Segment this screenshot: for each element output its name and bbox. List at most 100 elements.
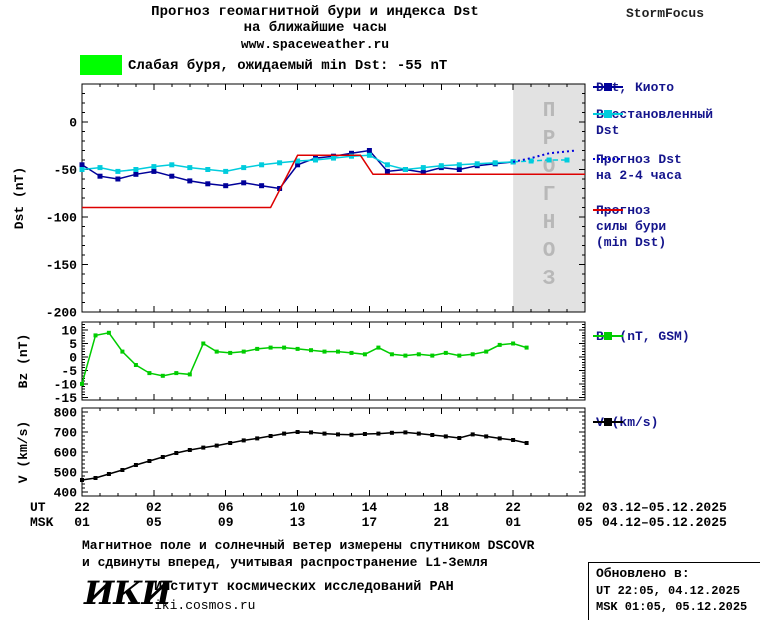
- forecast-region: [513, 84, 585, 312]
- legend-item: Восстановленный Dst: [592, 107, 760, 139]
- legend-item: Прогноз силы бури (min Dst): [592, 203, 760, 251]
- legend-item-label: Bz (nT, GSM): [596, 329, 690, 344]
- iki-site-link[interactable]: iki.cosmos.ru: [154, 598, 256, 613]
- y-tick-label: 10: [61, 324, 77, 339]
- plot-frame: [81, 321, 586, 401]
- storm-level-color-swatch: [80, 55, 122, 75]
- brand-stormfocus: StormFocus: [626, 6, 705, 21]
- main-chart-legend: Dst, Киото Восстановленный Dst Прогноз Dst н…: [592, 80, 760, 251]
- x-tick-label: 09: [217, 515, 234, 530]
- legend-item: V (km/s): [592, 415, 760, 431]
- x-tick-label: 17: [361, 515, 378, 530]
- x-tick-label: 10: [289, 500, 306, 515]
- updated-msk: MSK 01:05, 05.12.2025: [596, 600, 748, 614]
- y-tick-label: 0: [69, 116, 77, 131]
- legend-item: Dst, Киото: [592, 80, 760, 96]
- forecast-region-label: О: [543, 240, 556, 263]
- y-tick-label: -10: [54, 377, 78, 392]
- x-ticks: [81, 84, 586, 312]
- x-tick-label: 13: [289, 515, 306, 530]
- title-line2: на ближайшие часы: [243, 20, 387, 36]
- legend-marker-icon: [593, 83, 623, 91]
- series-dst: [512, 149, 577, 163]
- y-tick-label: -5: [61, 364, 77, 379]
- x-tick-label: 14: [361, 500, 378, 515]
- plot-frame: [81, 407, 586, 497]
- v-axis-label: V (km/s): [16, 420, 31, 484]
- title-line1: Прогноз геомагнитной бури и индекса Dst: [151, 4, 479, 20]
- legend-item-label: Прогноз силы бури (min Dst): [596, 203, 667, 250]
- updated-ut: UT 22:05, 04.12.2025: [596, 584, 741, 598]
- y-tick-label: -15: [54, 391, 78, 404]
- y-ticks: [82, 93, 585, 313]
- spaceweather-link[interactable]: www.spaceweather.ru: [240, 37, 390, 52]
- series-v: [81, 431, 527, 481]
- y-tick-label: 5: [69, 337, 77, 352]
- series-dst: [82, 154, 585, 209]
- forecast-region-label: Н: [543, 212, 556, 235]
- y-tick-label: 700: [54, 426, 78, 441]
- x-tick-label: 01: [74, 515, 90, 530]
- series-markers: [79, 152, 516, 174]
- x-tick-label: 05: [577, 515, 593, 530]
- msk-date-range: 04.12–05.12.2025: [602, 515, 727, 530]
- legend-marker-icon: [593, 110, 623, 118]
- x-tick-label: 22: [505, 500, 521, 515]
- x-tick-label: 18: [433, 500, 450, 515]
- series-bz: [81, 331, 527, 385]
- x-tick-label: 01: [505, 515, 521, 530]
- legend-marker-icon: [593, 418, 623, 426]
- y-tick-label: -100: [46, 211, 77, 226]
- series-markers: [80, 330, 529, 386]
- page-title: Прогноз геомагнитной бури и индекса Dst …: [30, 4, 600, 52]
- x-ticks: [81, 322, 586, 400]
- msk-row-label: MSK: [30, 515, 54, 530]
- y-tick-label: 400: [54, 486, 78, 501]
- x-tick-label: 02: [146, 500, 162, 515]
- bz-legend: Bz (nT, GSM): [592, 329, 760, 345]
- storm-alert-text: Слабая буря, ожидаемый min Dst: -55 nT: [128, 58, 448, 74]
- y-tick-label: -50: [54, 163, 78, 178]
- updated-title: Обновлено в:: [596, 566, 690, 581]
- legend-marker-icon: [593, 332, 623, 340]
- forecast-region-label: Г: [543, 184, 556, 207]
- updated-divider-vertical: [588, 562, 589, 620]
- footnote-line2: и сдвинуты вперед, учитывая распростране…: [82, 555, 488, 570]
- x-tick-label: 22: [74, 500, 90, 515]
- y-ticks: [82, 411, 585, 493]
- forecast-region-label: П: [543, 100, 556, 123]
- series-markers: [79, 148, 516, 191]
- ut-date-range: 03.12–05.12.2025: [602, 500, 727, 515]
- legend-item-label: Восстановленный Dst: [596, 107, 714, 138]
- legend-marker-icon: [593, 209, 623, 211]
- plot-frame: [81, 83, 586, 313]
- y-tick-label: 500: [54, 466, 78, 481]
- y-ticks: [82, 324, 585, 398]
- institute-name: Институт космических исследований РАН: [154, 580, 454, 595]
- y-tick-label: 800: [54, 406, 78, 421]
- x-tick-label: 05: [146, 515, 162, 530]
- iki-logo: ИКИ: [84, 574, 172, 612]
- series-markers: [510, 157, 570, 165]
- y-tick-label: -150: [46, 258, 77, 273]
- legend-marker-icon: [593, 158, 623, 160]
- x-ticks: [81, 408, 586, 496]
- y-tick-label: 0: [69, 350, 77, 365]
- forecast-region-label: Р: [543, 128, 556, 151]
- y-tick-label: -200: [46, 306, 77, 321]
- bz-axis-label: Bz (nT): [16, 333, 31, 389]
- x-tick-label: 06: [217, 500, 234, 515]
- legend-item-label: Dst, Киото: [596, 80, 675, 95]
- series-markers: [80, 430, 529, 482]
- legend-item-label: Прогноз Dst на 2-4 часа: [596, 152, 682, 183]
- x-tick-label: 02: [577, 500, 593, 515]
- legend-item: Прогноз Dst на 2-4 часа: [592, 152, 760, 184]
- v-legend: V (km/s): [592, 415, 760, 431]
- updated-divider-horizontal: [588, 562, 760, 563]
- x-tick-label: 21: [433, 515, 450, 530]
- dst-axis-label: Dst (nT): [12, 166, 27, 230]
- ut-row-label: UT: [30, 500, 46, 515]
- forecast-region-label: З: [543, 268, 556, 291]
